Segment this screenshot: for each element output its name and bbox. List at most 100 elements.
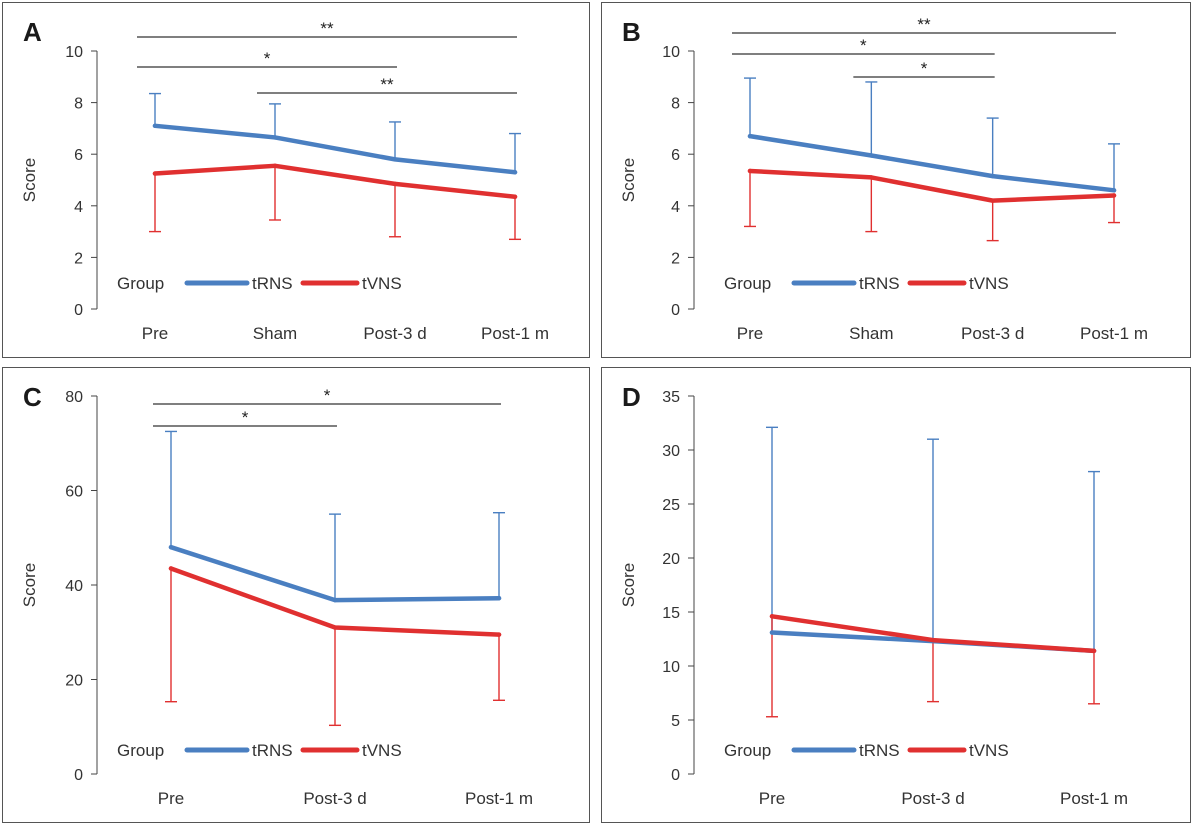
x-category-label: Post-1 m: [1060, 789, 1128, 808]
data-point-trns: [152, 123, 158, 129]
x-category-label: Post-3 d: [303, 789, 366, 808]
x-category-label: Post-3 d: [901, 789, 964, 808]
series-line-tvns: [152, 163, 518, 200]
y-tick-label: 6: [74, 147, 83, 164]
significance-label: **: [380, 75, 394, 94]
legend-label-tvns: tVNS: [362, 741, 402, 760]
x-category-label: Post-1 m: [481, 324, 549, 343]
y-axis-label: Score: [619, 158, 638, 202]
y-tick-label: 2: [74, 250, 83, 267]
data-point-trns: [168, 545, 174, 550]
legend-label-trns: tRNS: [252, 741, 293, 760]
significance-label: *: [264, 49, 271, 68]
y-tick-label: 0: [671, 767, 680, 784]
y-axis-label: Score: [619, 563, 638, 607]
significance-label: *: [921, 59, 928, 78]
y-axis-label: Score: [20, 158, 39, 202]
data-point-tvns: [152, 171, 158, 176]
x-category-label: Pre: [759, 789, 785, 808]
data-point-trns: [272, 135, 278, 140]
data-point-trns: [747, 133, 753, 139]
data-point-tvns: [869, 175, 874, 180]
data-point-tvns: [332, 625, 338, 630]
x-category-label: Pre: [158, 789, 184, 808]
x-category-label: Sham: [253, 324, 297, 343]
y-axis-label: Score: [20, 563, 39, 607]
data-point-tvns: [990, 198, 995, 203]
legend-title: Group: [724, 274, 771, 293]
y-tick-label: 8: [671, 96, 680, 113]
y-tick-label: 4: [671, 199, 680, 216]
data-point-trns: [332, 597, 338, 603]
data-point-trns: [512, 170, 518, 175]
legend-title: Group: [724, 741, 771, 760]
significance-label: *: [242, 408, 249, 427]
data-point-tvns: [168, 566, 174, 571]
x-category-label: Pre: [737, 324, 763, 343]
y-tick-label: 20: [662, 551, 680, 568]
y-tick-label: 0: [671, 302, 680, 319]
series-line-tvns: [747, 168, 1117, 203]
data-point-tvns: [1091, 648, 1097, 654]
panel-label: D: [622, 382, 641, 412]
y-tick-label: 25: [662, 497, 680, 514]
data-point-tvns: [272, 163, 278, 169]
y-tick-label: 6: [671, 147, 680, 164]
x-category-label: Post-1 m: [465, 789, 533, 808]
data-point-trns: [769, 630, 775, 635]
legend-label-tvns: tVNS: [362, 274, 402, 293]
panel-label: A: [23, 17, 42, 47]
y-tick-label: 40: [65, 578, 83, 595]
data-point-tvns: [496, 632, 502, 637]
chart-c-svg: C 0 20 40 60 80 Score Pre Post-3 d Post-1 m * * Grou…: [20, 382, 533, 808]
panel-label: B: [622, 17, 641, 47]
data-point-tvns: [392, 181, 398, 187]
x-category-label: Post-1 m: [1080, 324, 1148, 343]
data-point-trns: [392, 157, 398, 162]
chart-panel-d: D 0 5 10 15 20 25 30 35 Score Pre Post-3 d Post-1 m G…: [601, 367, 1191, 823]
y-tick-label: 80: [65, 389, 83, 406]
data-point-trns: [990, 173, 995, 179]
significance-label: **: [917, 15, 931, 34]
data-point-tvns: [512, 194, 518, 199]
legend-label-tvns: tVNS: [969, 741, 1009, 760]
significance-label: *: [860, 36, 867, 55]
legend-label-trns: tRNS: [859, 274, 900, 293]
legend-title: Group: [117, 274, 164, 293]
y-tick-label: 10: [662, 44, 680, 61]
data-point-tvns: [747, 168, 753, 174]
x-category-label: Post-3 d: [961, 324, 1024, 343]
x-category-label: Sham: [849, 324, 893, 343]
data-point-tvns: [1111, 193, 1117, 198]
y-tick-label: 5: [671, 713, 680, 730]
y-tick-label: 20: [65, 673, 83, 690]
significance-label: *: [324, 386, 331, 405]
data-point-trns: [496, 596, 502, 601]
y-tick-label: 35: [662, 389, 680, 406]
y-tick-label: 8: [74, 96, 83, 113]
data-point-trns: [1111, 188, 1117, 193]
y-tick-label: 30: [662, 443, 680, 460]
x-category-label: Pre: [142, 324, 168, 343]
x-category-label: Post-3 d: [363, 324, 426, 343]
y-tick-label: 15: [662, 605, 680, 622]
y-tick-label: 0: [74, 767, 83, 784]
legend-label-trns: tRNS: [859, 741, 900, 760]
legend-label-tvns: tVNS: [969, 274, 1009, 293]
chart-panel-b: B 0 2 4 6 8 10 Score Pre Sham Post-3 d Post-1 m ** * *…: [601, 2, 1191, 358]
y-tick-label: 60: [65, 484, 83, 501]
series-line-trns: [747, 133, 1117, 193]
data-point-tvns: [769, 614, 775, 619]
y-tick-label: 10: [65, 44, 83, 61]
chart-d-svg: D 0 5 10 15 20 25 30 35 Score Pre Post-3 d Post-1 m G…: [619, 382, 1128, 808]
data-point-tvns: [930, 637, 936, 643]
panel-label: C: [23, 382, 42, 412]
y-tick-label: 4: [74, 199, 83, 216]
legend-title: Group: [117, 741, 164, 760]
y-tick-label: 0: [74, 302, 83, 319]
chart-panel-a: A 0 2 4 6 8 10 Score Pre Sham Post-3 d Post-1 m ** * *…: [2, 2, 590, 358]
y-tick-label: 10: [662, 659, 680, 676]
y-tick-label: 2: [671, 250, 680, 267]
